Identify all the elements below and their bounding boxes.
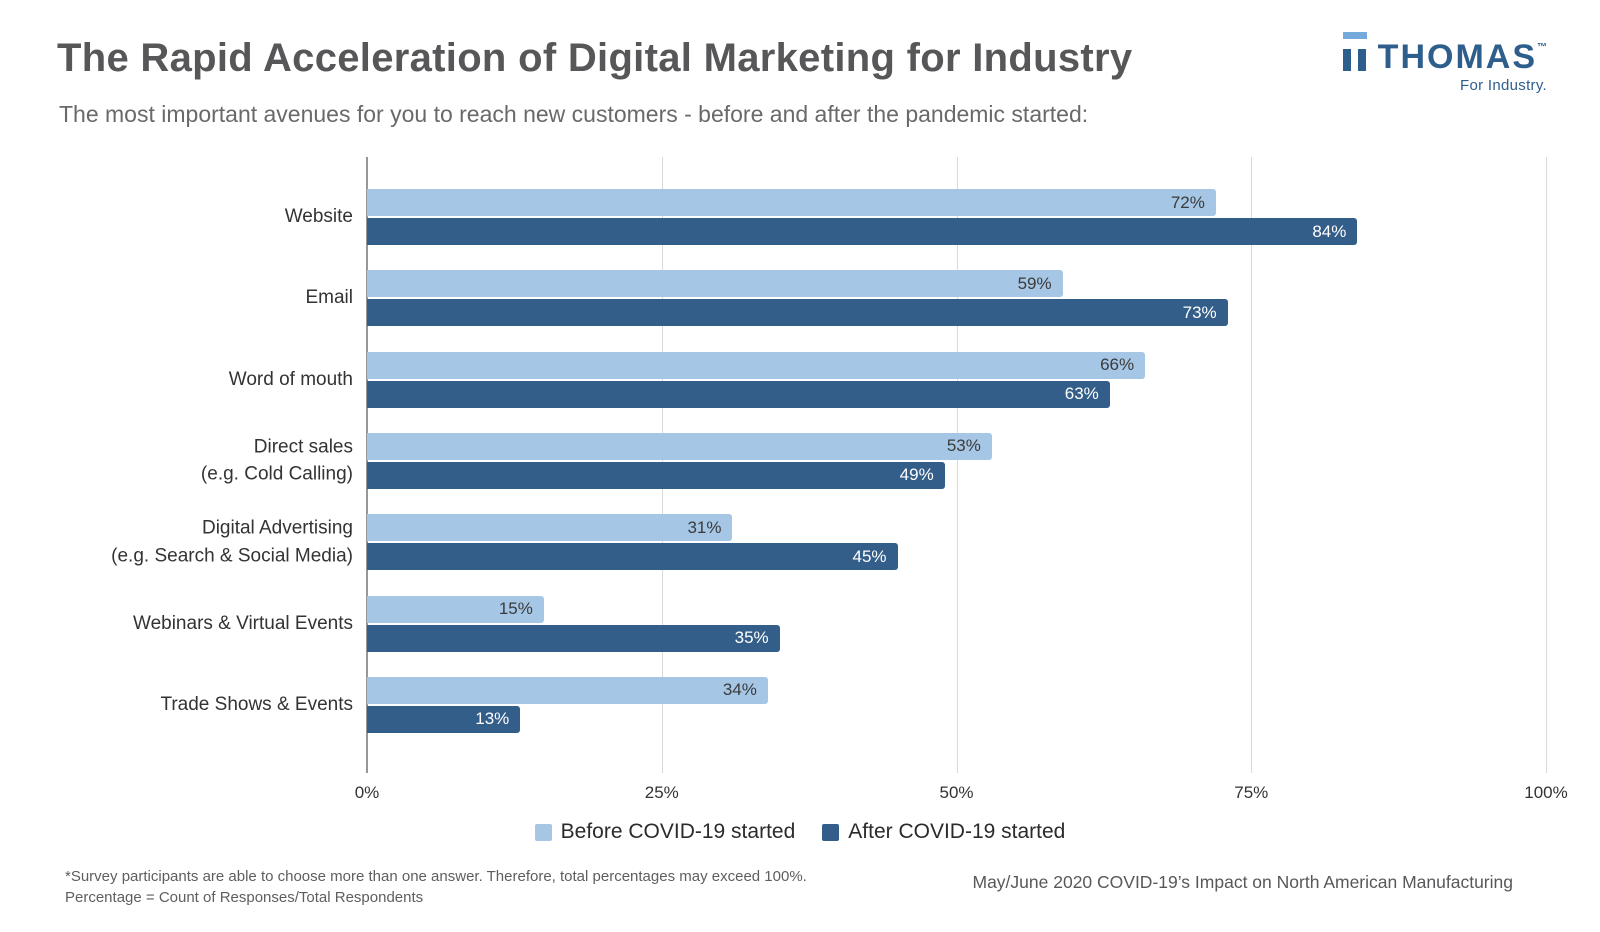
footnote: *Survey participants are able to choose … (65, 866, 807, 908)
bar-value-label: 53% (946, 436, 981, 456)
category-label: Digital Advertising (e.g. Search & Socia… (111, 517, 353, 567)
chart-subtitle: The most important avenues for you to re… (59, 101, 1089, 127)
footnote-line-1: *Survey participants are able to choose … (65, 868, 807, 885)
bar-value-label: 63% (1064, 384, 1099, 404)
bar-after-covid: 45% (367, 543, 898, 571)
legend-item: Before COVID-19 started (534, 820, 796, 844)
plot-area: 0% 25% 50% 75% 100% Website 72% 84% Email 59% 73% W… (111, 157, 1568, 802)
thomas-logo-mark-icon (1342, 32, 1367, 74)
bar-before-covid: 34% (367, 676, 768, 704)
x-tick-label: 100% (1524, 783, 1568, 802)
bar-before-covid: 59% (367, 270, 1063, 298)
legend-label: Before COVID-19 started (560, 820, 796, 843)
legend-swatch (534, 823, 552, 841)
source-caption: May/June 2020 COVID-19’s Impact on North… (972, 872, 1514, 892)
bar-after-covid: 13% (367, 705, 521, 733)
chart-legend: Before COVID-19 started After COVID-19 st… (0, 820, 1600, 844)
logo-word-text: THOMAS (1377, 38, 1537, 76)
bar-value-label: 59% (1017, 273, 1052, 293)
bar-value-label: 66% (1100, 355, 1135, 375)
legend-swatch (822, 823, 840, 841)
bar-before-covid: 72% (367, 189, 1216, 216)
legend-label: After COVID-19 started (848, 820, 1066, 843)
bar-value-label: 72% (1170, 192, 1205, 212)
chart-row: Website 72% 84% (285, 189, 1546, 245)
page-title: The Rapid Acceleration of Digital Market… (57, 36, 1133, 80)
thomas-logo: THOMAS™ For Industry. (1342, 32, 1547, 94)
bar-value-label: 34% (722, 680, 757, 700)
logo-wordmark: THOMAS™ (1378, 40, 1547, 74)
bar-before-covid: 31% (367, 514, 733, 542)
bar-after-covid: 84% (367, 218, 1358, 245)
vertical-gridline (1546, 157, 1547, 773)
logo-mark-top-bar (1342, 32, 1367, 39)
chart-row: Digital Advertising (e.g. Search & Socia… (111, 514, 1546, 571)
bar-after-covid: 63% (367, 380, 1110, 408)
bar-value-label: 84% (1312, 221, 1347, 241)
x-tick-label: 25% (644, 783, 679, 802)
bar-value-label: 13% (475, 709, 510, 729)
bar-value-label: 49% (899, 465, 934, 485)
category-label: Webinars & Virtual Events (132, 612, 353, 634)
vertical-gridline (956, 157, 958, 773)
bar-after-covid: 49% (367, 461, 945, 489)
x-tick-label: 0% (354, 783, 380, 802)
category-label: Direct sales (e.g. Cold Calling) (200, 436, 353, 485)
category-label: Trade Shows & Events (160, 694, 353, 716)
chart-row: Trade Shows & Events 34% 13% (160, 676, 1546, 733)
category-label: Email (305, 287, 353, 309)
logo-mark-pillar (1357, 49, 1366, 71)
footnote-line-2: Percentage = Count of Responses/Total Re… (65, 889, 424, 906)
x-tick-label: 75% (1234, 783, 1269, 802)
chart-row: Webinars & Virtual Events 15% 35% (133, 595, 1546, 652)
chart-row: Email 59% 73% (305, 270, 1546, 327)
bar-value-label: 31% (687, 517, 722, 537)
bar-after-covid: 73% (367, 299, 1228, 327)
bar-before-covid: 15% (367, 595, 544, 623)
bar-value-label: 35% (734, 628, 769, 647)
trademark-symbol: ™ (1537, 42, 1547, 53)
logo-mark-pillar (1342, 49, 1351, 71)
bar-before-covid: 66% (367, 351, 1146, 379)
x-tick-label: 50% (939, 783, 974, 802)
bar-before-covid: 53% (367, 432, 992, 460)
bar-after-covid: 35% (367, 624, 780, 652)
vertical-gridline (1251, 157, 1253, 773)
category-label: Word of mouth (228, 368, 353, 390)
bar-value-label: 73% (1182, 302, 1217, 322)
legend-item: After COVID-19 started (822, 820, 1065, 844)
bar-value-label: 15% (498, 599, 533, 618)
chart-row: Direct sales (e.g. Cold Calling) 53% 49% (201, 432, 1546, 489)
logo-tagline: For Industry. (1460, 77, 1547, 94)
bar-value-label: 45% (852, 546, 887, 566)
category-label: Website (284, 206, 353, 228)
logo-row: THOMAS™ (1342, 32, 1547, 74)
logo-mark-pillars (1342, 49, 1367, 71)
chart-row: Word of mouth 66% 63% (229, 351, 1546, 408)
